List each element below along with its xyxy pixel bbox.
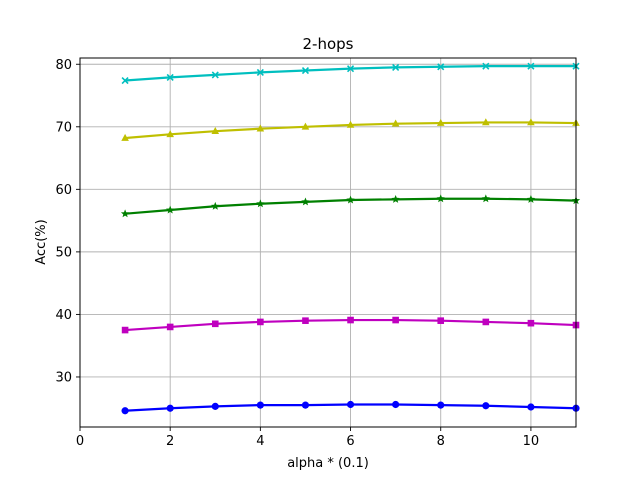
data-point xyxy=(527,118,535,126)
data-point xyxy=(437,63,445,71)
chart-title: 2-hops xyxy=(303,35,354,53)
y-axis: 30 40 50 60 70 80 xyxy=(55,58,80,385)
data-point xyxy=(392,400,400,409)
data-point xyxy=(211,71,219,79)
data-point xyxy=(392,63,400,71)
y-tick-label: 40 xyxy=(55,308,72,323)
data-point xyxy=(302,317,309,324)
data-point xyxy=(211,402,219,410)
x-tick-label: 8 xyxy=(437,434,445,449)
data-point xyxy=(437,401,445,409)
x-tick-label: 10 xyxy=(523,434,540,449)
data-point xyxy=(347,316,354,324)
data-point xyxy=(301,401,310,409)
data-point xyxy=(392,316,399,324)
y-axis-label: Acc(%) xyxy=(34,219,49,264)
data-point xyxy=(482,118,490,126)
data-point xyxy=(527,62,535,70)
data-point xyxy=(166,205,175,214)
data-point xyxy=(121,326,129,334)
data-point xyxy=(481,194,490,203)
data-point xyxy=(391,194,400,203)
data-point xyxy=(121,407,129,415)
data-point xyxy=(211,126,220,134)
data-point xyxy=(436,118,445,126)
x-tick-label: 6 xyxy=(346,434,354,449)
data-point xyxy=(301,197,310,206)
data-point xyxy=(346,400,355,409)
y-tick-label: 80 xyxy=(55,58,72,73)
x-axis: 0 2 4 6 8 10 xyxy=(76,427,539,449)
data-point xyxy=(346,195,355,204)
data-point xyxy=(121,76,129,85)
data-point xyxy=(527,403,535,411)
data-point xyxy=(391,119,400,127)
data-point xyxy=(482,62,490,70)
data-point xyxy=(437,317,445,324)
plot-frame xyxy=(79,57,577,428)
series-1 xyxy=(121,118,580,141)
y-tick-label: 60 xyxy=(55,183,72,198)
data-point xyxy=(211,201,220,210)
data-point xyxy=(482,402,490,410)
data-point xyxy=(120,209,130,218)
data-point xyxy=(211,320,219,328)
data-point xyxy=(346,120,355,128)
data-point xyxy=(256,68,264,76)
series-layer xyxy=(120,62,581,415)
x-tick-label: 0 xyxy=(76,434,84,449)
data-point xyxy=(527,319,535,327)
data-point xyxy=(482,318,490,326)
data-point xyxy=(301,122,310,130)
series-0 xyxy=(121,62,580,85)
data-point xyxy=(256,401,264,409)
data-point xyxy=(256,199,265,208)
y-tick-label: 70 xyxy=(55,120,72,135)
x-tick-label: 2 xyxy=(166,434,174,449)
data-point xyxy=(166,323,174,331)
data-point xyxy=(166,404,174,412)
data-point xyxy=(256,124,265,132)
series-4 xyxy=(121,400,580,415)
y-tick-label: 30 xyxy=(55,370,72,385)
data-point xyxy=(436,194,445,203)
grid xyxy=(79,58,576,427)
x-axis-label: alpha * (0.1) xyxy=(287,456,369,471)
data-point xyxy=(121,133,129,141)
data-point xyxy=(346,65,355,73)
y-tick-label: 50 xyxy=(55,245,72,260)
x-tick-label: 4 xyxy=(256,434,264,449)
data-point xyxy=(257,318,264,326)
data-point xyxy=(526,194,536,203)
data-point xyxy=(166,73,174,81)
data-point xyxy=(301,66,310,75)
data-point xyxy=(166,130,174,138)
